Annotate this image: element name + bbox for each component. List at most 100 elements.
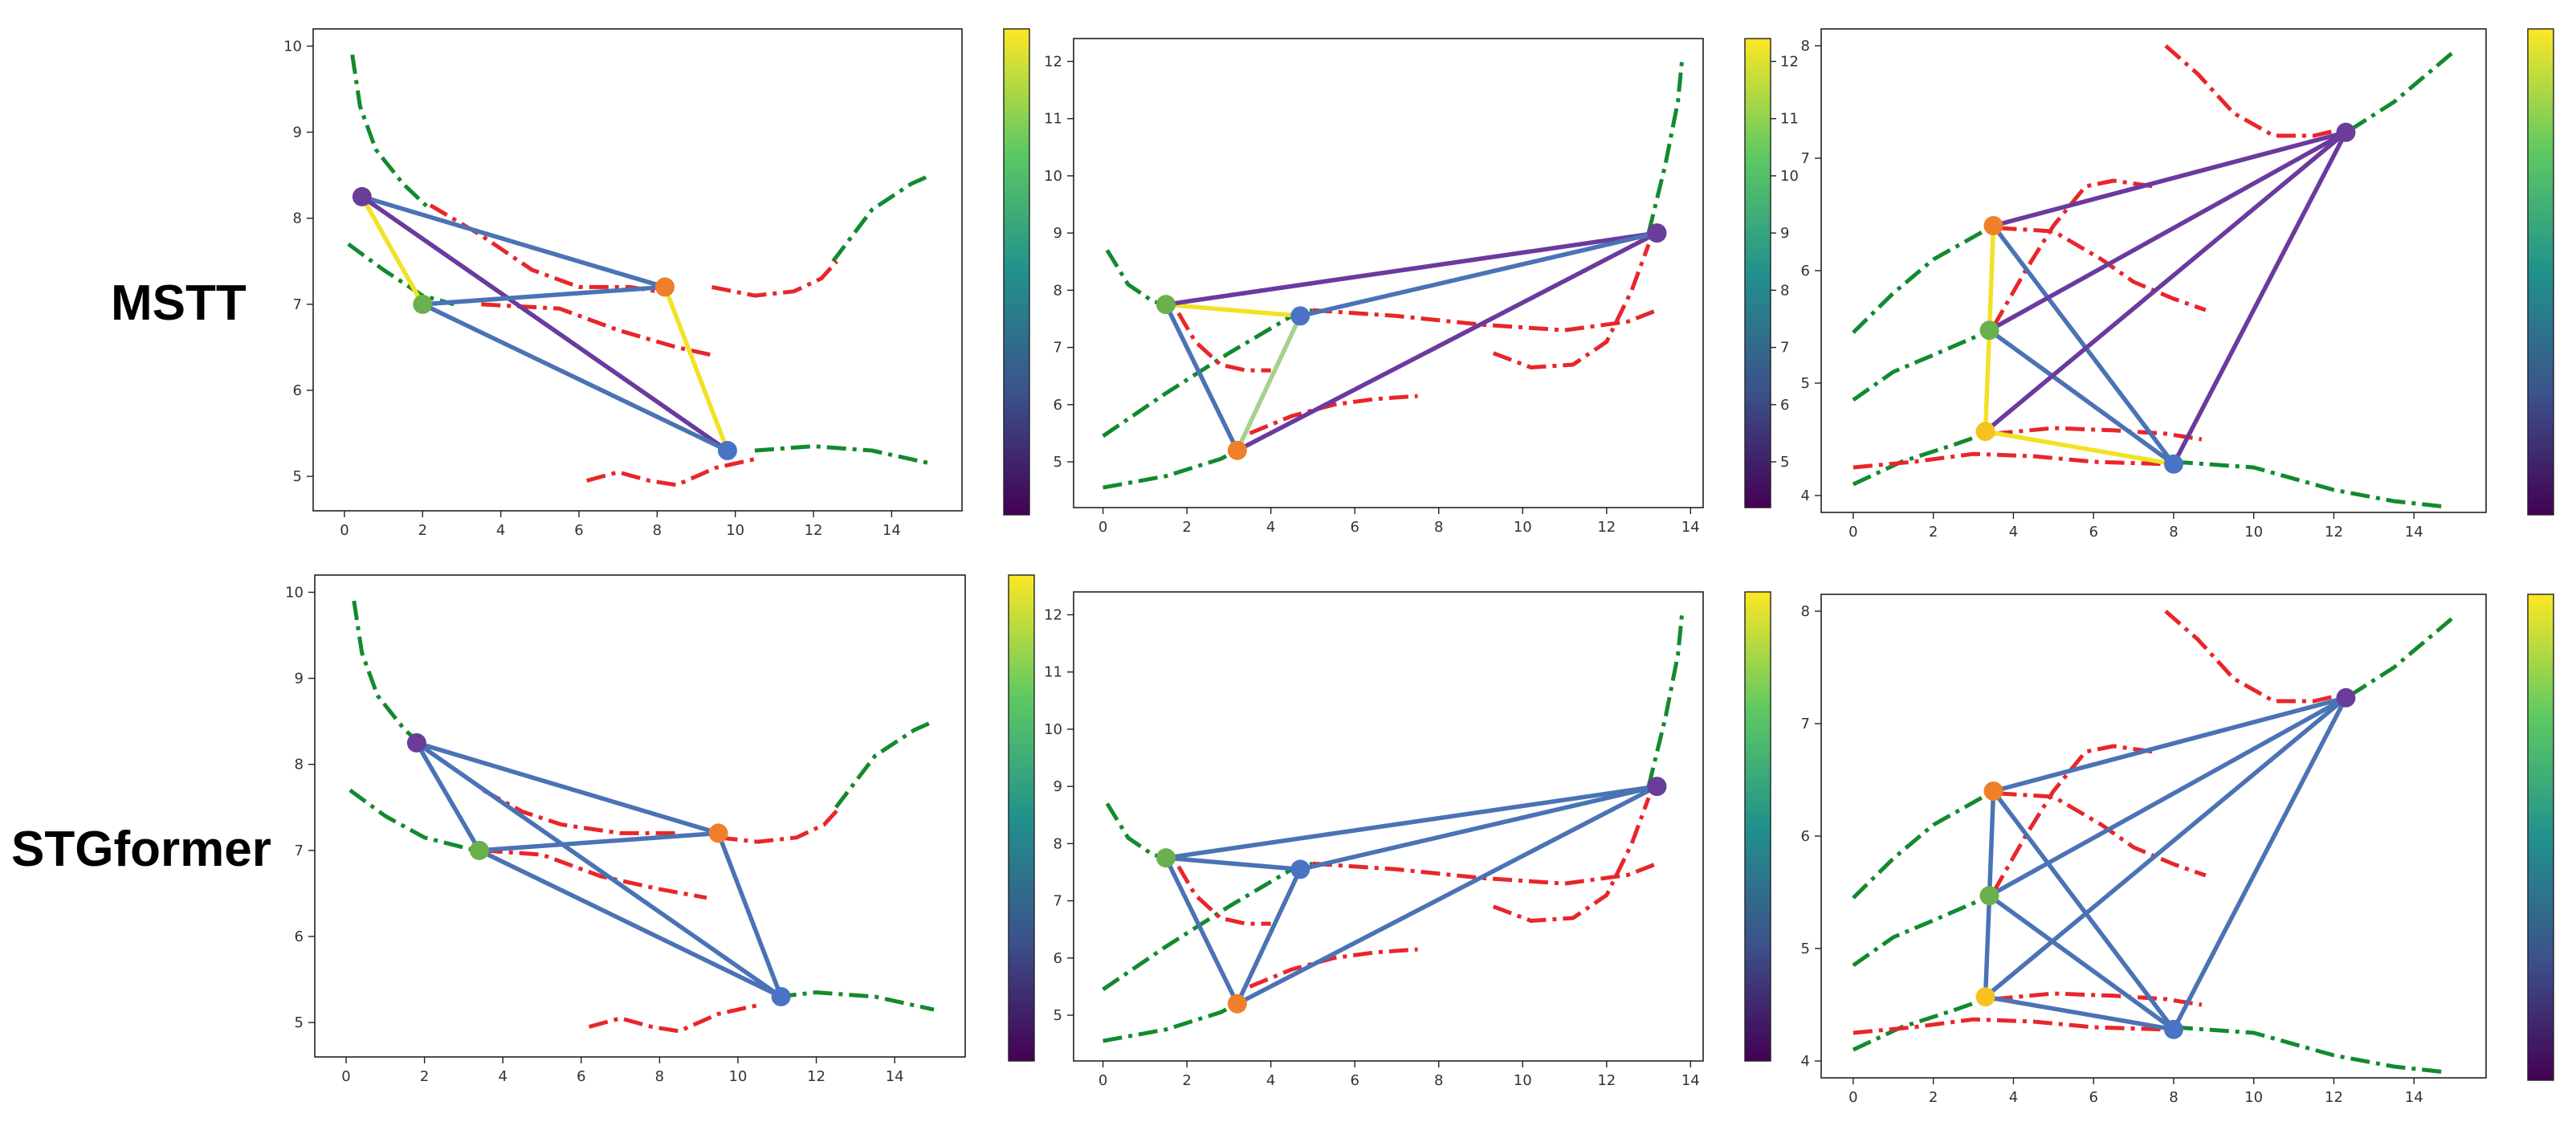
y-tick-label: 4 xyxy=(1801,488,1810,504)
node-orange xyxy=(1227,440,1247,460)
y-tick-label: 10 xyxy=(285,584,304,601)
chart-stgformer-1: 0 2 4 6 8 10 12 14 5 6 7 8 9 10 xyxy=(285,574,1035,1085)
edge-yellow xyxy=(360,194,426,307)
trajectory-red xyxy=(1993,991,2203,1007)
x-tick-label: 8 xyxy=(653,522,662,539)
colorbar-tick-label: 6 xyxy=(1780,397,1789,414)
x-tick-label: 10 xyxy=(729,1068,748,1085)
x-tick-label: 10 xyxy=(2244,524,2263,541)
x-tick-label: 12 xyxy=(807,1068,825,1085)
node-yellow xyxy=(1975,422,1995,442)
edge-purple xyxy=(1164,231,1660,307)
edge-blue xyxy=(1235,784,1660,1006)
x-tick-label: 12 xyxy=(2325,524,2343,541)
x-tick-label: 8 xyxy=(655,1068,664,1085)
x-tick-label: 0 xyxy=(340,522,348,539)
trajectory-red xyxy=(1991,178,2154,328)
x-tick-label: 4 xyxy=(498,1068,507,1085)
edge-purple xyxy=(1987,130,2349,333)
y-tick-label: 5 xyxy=(1054,1007,1062,1024)
trajectory-red xyxy=(1993,426,2203,442)
colorbar-tick-label: 12 xyxy=(1780,53,1799,70)
colorbar-tick-label: 10 xyxy=(1780,168,1799,185)
edge-blue xyxy=(477,848,784,999)
plot-frame xyxy=(312,28,963,512)
plot-frame xyxy=(314,574,966,1058)
y-tick-label: 6 xyxy=(293,382,302,399)
node-purple xyxy=(1647,223,1667,243)
x-tick-label: 4 xyxy=(496,522,505,539)
trajectory-red xyxy=(2164,44,2338,138)
trajectory-green xyxy=(1852,896,1987,968)
trajectory-green xyxy=(2349,615,2456,698)
y-tick-label: 8 xyxy=(1054,835,1062,852)
x-tick-label: 4 xyxy=(2009,524,2018,541)
node-green xyxy=(469,840,489,860)
trajectory-green xyxy=(754,444,931,466)
y-tick-label: 9 xyxy=(293,124,302,141)
trajectory-red xyxy=(1853,1017,2166,1035)
node-green xyxy=(1979,320,1999,341)
trajectory-green xyxy=(350,54,432,211)
x-tick-label: 10 xyxy=(1514,519,1532,536)
node-blue xyxy=(1290,859,1310,879)
chart-stgformer-3: 0 2 4 6 8 10 12 14 4 5 6 7 8 xyxy=(1801,594,2554,1106)
colorbar xyxy=(1744,38,1771,508)
x-tick-label: 6 xyxy=(1350,519,1359,536)
x-tick-label: 4 xyxy=(1266,519,1275,536)
y-tick-label: 9 xyxy=(295,671,304,687)
chart-stgformer-2: 0 2 4 6 8 10 12 14 5 6 7 8 9 10 11 12 xyxy=(1044,591,1771,1089)
x-tick-label: 12 xyxy=(805,522,823,539)
y-tick-label: 5 xyxy=(1054,454,1062,471)
edge-purple xyxy=(360,194,730,453)
trajectory-red xyxy=(483,848,707,900)
y-tick-label: 4 xyxy=(1801,1053,1810,1070)
y-tick-label: 6 xyxy=(295,928,304,945)
colorbar-tick-label: 5 xyxy=(1780,454,1789,471)
edge-blue xyxy=(1164,784,1660,860)
edge-yellow xyxy=(1983,429,2176,467)
trajectory-red xyxy=(718,806,842,844)
y-tick-label: 9 xyxy=(1054,778,1062,795)
x-tick-label: 2 xyxy=(1182,519,1191,536)
edge-blue xyxy=(1991,223,2176,467)
colorbar xyxy=(2527,594,2554,1081)
node-green xyxy=(1156,295,1176,315)
edge-blue xyxy=(1983,994,2176,1032)
edge-blue xyxy=(1983,893,1992,999)
node-purple xyxy=(2336,122,2356,142)
trajectory-red xyxy=(481,302,716,358)
edge-blue xyxy=(1983,696,2349,999)
edge-yellow xyxy=(1983,328,1992,434)
node-green xyxy=(1979,886,1999,906)
y-tick-label: 5 xyxy=(293,468,302,485)
trajectory-green xyxy=(348,788,476,853)
node-orange xyxy=(655,277,675,297)
edge-lightgreen xyxy=(1235,313,1302,453)
y-tick-label: 5 xyxy=(295,1014,304,1031)
edge-blue xyxy=(414,741,721,836)
trajectory-red xyxy=(1492,797,1651,923)
node-orange xyxy=(1983,216,2003,235)
x-tick-label: 6 xyxy=(2089,1089,2097,1106)
edge-blue xyxy=(420,284,667,307)
trajectory-red xyxy=(1997,791,2207,878)
node-purple xyxy=(406,732,426,753)
y-tick-label: 8 xyxy=(295,757,304,773)
x-tick-label: 14 xyxy=(882,522,901,539)
trajectory-green xyxy=(834,719,935,809)
x-tick-label: 14 xyxy=(2405,1089,2423,1106)
trajectory-red xyxy=(2164,610,2338,704)
edge-blue xyxy=(477,830,721,853)
colorbar-tick-label: 7 xyxy=(1780,340,1789,357)
trajectory-red xyxy=(1249,394,1418,435)
trajectory-red xyxy=(1853,451,2166,470)
x-tick-label: 0 xyxy=(1098,519,1107,536)
y-tick-label: 12 xyxy=(1044,53,1062,70)
chart-mstt-3: 0 2 4 6 8 10 12 14 4 5 6 7 8 xyxy=(1801,28,2554,541)
x-tick-label: 6 xyxy=(574,522,583,539)
edge-blue xyxy=(715,830,784,999)
x-tick-label: 14 xyxy=(1681,519,1700,536)
edge-blue xyxy=(1164,855,1302,872)
colorbar xyxy=(1003,28,1030,516)
